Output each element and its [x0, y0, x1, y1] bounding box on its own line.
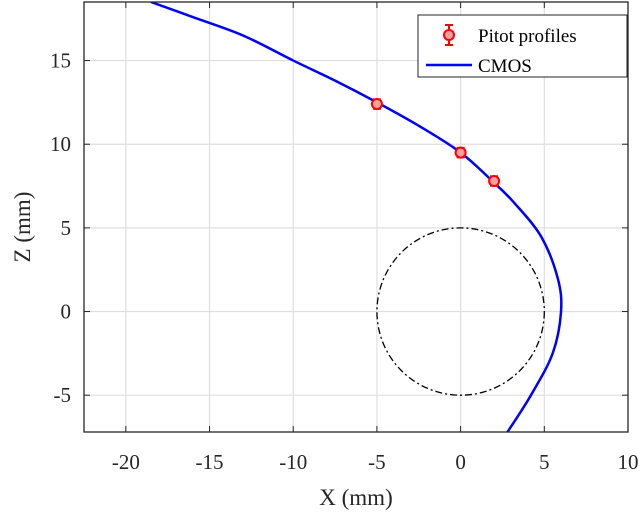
- axes-frame: [83, 1, 629, 433]
- legend: Pitot profiles CMOS: [417, 14, 628, 78]
- pitot-marker: [370, 98, 383, 111]
- axes-box: [83, 1, 629, 433]
- y-tick-label: 15: [50, 49, 71, 73]
- x-axis-label: X (mm): [319, 485, 392, 510]
- cylinder-outline: [376, 227, 545, 396]
- y-tick-label: 0: [61, 300, 72, 324]
- pitot-data-point: [370, 98, 383, 111]
- y-tick-label: 10: [50, 132, 71, 156]
- x-tick-label: -5: [368, 450, 386, 474]
- pitot-marker: [488, 175, 501, 188]
- legend-label-cmos: CMOS: [478, 56, 532, 77]
- legend-entry-pitot: Pitot profiles: [443, 24, 577, 47]
- plot-content: [150, 2, 563, 432]
- pitot-marker: [454, 146, 467, 159]
- legend-marker-swatch: [443, 29, 455, 41]
- x-tick-label: -10: [279, 450, 307, 474]
- y-tick-label: 5: [61, 216, 72, 240]
- legend-entry-cmos: CMOS: [426, 56, 532, 77]
- x-tick-label: 5: [539, 450, 550, 474]
- x-tick-label: 10: [618, 450, 639, 474]
- legend-label-pitot: Pitot profiles: [478, 26, 577, 47]
- x-tick-label: -20: [112, 450, 140, 474]
- y-tick-label: -5: [54, 383, 72, 407]
- y-axis-label: Z (mm): [10, 192, 35, 263]
- plot-area: [150, 2, 563, 432]
- tick-labels: -20 -15 -10 -5 0 5 10 -5 0 5 10 15: [50, 49, 639, 474]
- cmos-shock-line: [150, 2, 563, 432]
- x-tick-label: 0: [455, 450, 466, 474]
- x-tick-label: -15: [196, 450, 224, 474]
- pitot-data-point: [454, 146, 467, 159]
- pitot-data-point: [488, 175, 501, 188]
